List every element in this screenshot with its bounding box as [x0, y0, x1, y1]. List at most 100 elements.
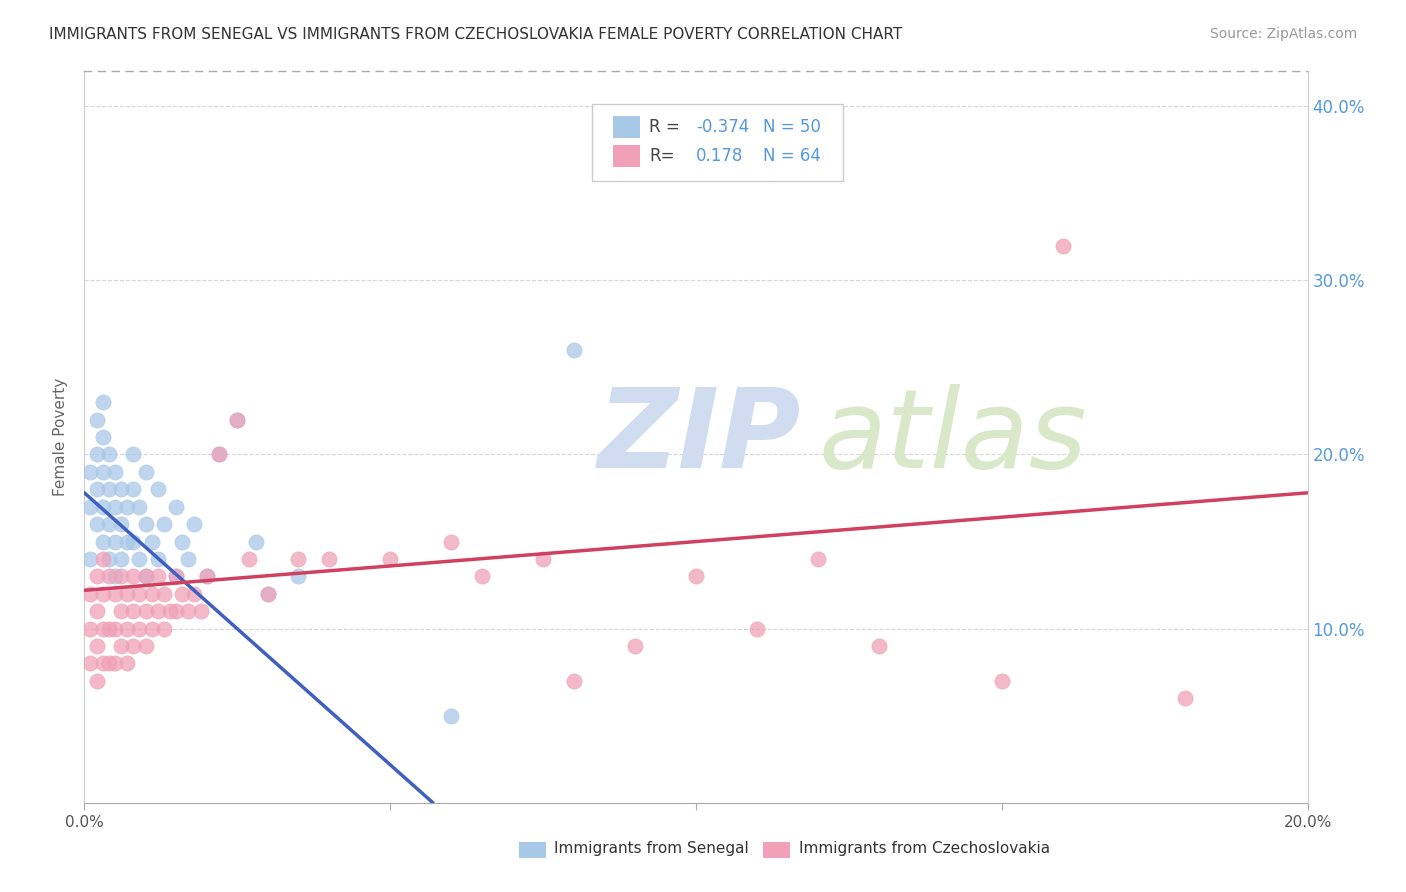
Point	[97, 657, 120, 671]
Point	[91, 465, 114, 479]
Point	[183, 587, 205, 601]
Point	[104, 569, 127, 583]
Point	[991, 673, 1014, 688]
Point	[110, 517, 132, 532]
Point	[110, 569, 132, 583]
Point	[97, 569, 120, 583]
Bar	[763, 841, 790, 858]
Point	[128, 552, 150, 566]
Text: IMMIGRANTS FROM SENEGAL VS IMMIGRANTS FROM CZECHOSLOVAKIA FEMALE POVERTY CORRELA: IMMIGRANTS FROM SENEGAL VS IMMIGRANTS FR…	[49, 27, 903, 42]
Point	[208, 448, 231, 462]
Point	[128, 622, 150, 636]
Point	[190, 604, 212, 618]
Point	[146, 483, 169, 497]
Point	[135, 569, 157, 583]
Bar	[613, 145, 640, 167]
Point	[141, 534, 163, 549]
Point	[172, 587, 194, 601]
Point	[153, 587, 176, 601]
Point	[91, 430, 114, 444]
Bar	[519, 841, 546, 858]
Point	[79, 622, 101, 636]
Point	[104, 657, 127, 671]
Point	[141, 587, 163, 601]
Point	[86, 569, 108, 583]
Point	[165, 569, 187, 583]
Point	[747, 622, 769, 636]
Text: Immigrants from Senegal: Immigrants from Senegal	[554, 841, 749, 856]
Point	[86, 483, 108, 497]
Point	[165, 500, 187, 514]
Point	[135, 569, 157, 583]
Point	[146, 552, 169, 566]
Point	[183, 517, 205, 532]
Point	[153, 622, 176, 636]
Point	[165, 569, 187, 583]
Point	[165, 604, 187, 618]
Point	[86, 517, 108, 532]
Point	[86, 673, 108, 688]
Point	[115, 657, 138, 671]
Text: R=: R=	[650, 147, 675, 165]
Point	[562, 673, 585, 688]
Point	[177, 604, 200, 618]
Point	[1052, 238, 1074, 252]
Point	[122, 534, 145, 549]
Y-axis label: Female Poverty: Female Poverty	[53, 378, 69, 496]
Point	[79, 500, 101, 514]
Point	[79, 657, 101, 671]
Point	[104, 465, 127, 479]
Point	[159, 604, 181, 618]
Text: R =: R =	[650, 118, 681, 136]
Point	[177, 552, 200, 566]
Point	[122, 569, 145, 583]
Point	[104, 534, 127, 549]
Point	[562, 343, 585, 357]
Point	[122, 483, 145, 497]
Point	[238, 552, 260, 566]
Point	[128, 500, 150, 514]
Point	[128, 587, 150, 601]
Point	[110, 483, 132, 497]
Point	[195, 569, 218, 583]
Text: N = 50: N = 50	[763, 118, 821, 136]
Bar	[613, 116, 640, 138]
Point	[869, 639, 891, 653]
Point	[146, 569, 169, 583]
Point	[287, 552, 309, 566]
Point	[110, 604, 132, 618]
Text: N = 64: N = 64	[763, 147, 821, 165]
Point	[685, 569, 707, 583]
Point	[440, 534, 463, 549]
Point	[380, 552, 402, 566]
Text: Immigrants from Czechoslovakia: Immigrants from Czechoslovakia	[799, 841, 1050, 856]
Point	[122, 639, 145, 653]
Point	[91, 534, 114, 549]
Point	[110, 639, 132, 653]
Point	[91, 657, 114, 671]
Point	[110, 552, 132, 566]
Point	[195, 569, 218, 583]
Point	[1174, 691, 1197, 706]
Point	[115, 587, 138, 601]
Point	[226, 412, 249, 426]
Point	[807, 552, 830, 566]
Point	[97, 552, 120, 566]
Point	[135, 465, 157, 479]
Text: -0.374: -0.374	[696, 118, 749, 136]
Point	[115, 534, 138, 549]
Point	[135, 517, 157, 532]
Point	[135, 604, 157, 618]
Point	[115, 622, 138, 636]
Point	[245, 534, 267, 549]
Point	[122, 448, 145, 462]
Point	[172, 534, 194, 549]
Point	[287, 569, 309, 583]
Point	[79, 552, 101, 566]
Point	[104, 622, 127, 636]
FancyBboxPatch shape	[592, 104, 842, 181]
Point	[86, 412, 108, 426]
Point	[531, 552, 554, 566]
Text: Source: ZipAtlas.com: Source: ZipAtlas.com	[1209, 27, 1357, 41]
Point	[86, 604, 108, 618]
